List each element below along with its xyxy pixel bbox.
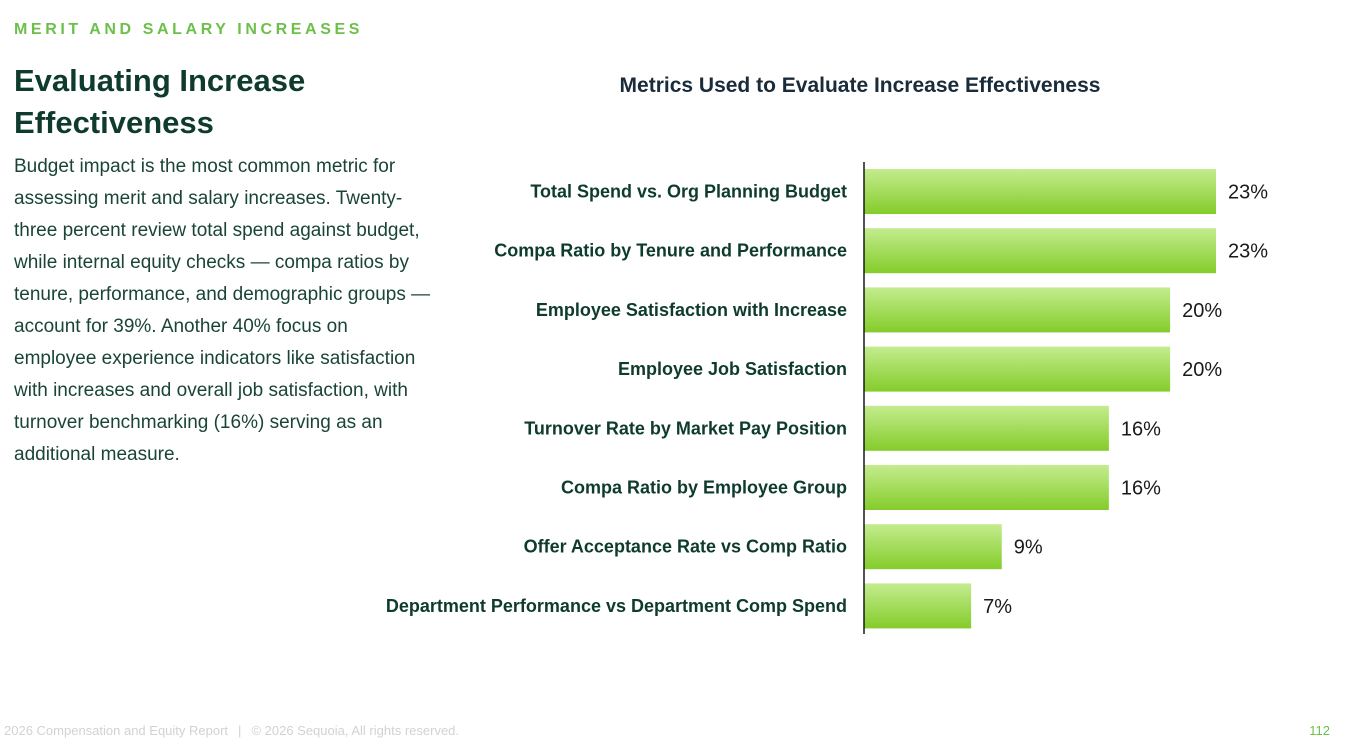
footer-separator: |: [238, 723, 242, 738]
value-label-4: 20%: [1182, 359, 1222, 381]
value-label-1: 23%: [1228, 182, 1268, 204]
bar-3: [864, 287, 1171, 333]
value-label-8: 7%: [983, 596, 1012, 618]
bars-group: Total Spend vs. Org Planning Budget 23% Co…: [386, 169, 1268, 629]
bar-8: [864, 583, 972, 629]
category-label-4: Employee Job Satisfaction: [618, 359, 847, 379]
body-paragraph: Budget impact is the most common metric …: [14, 156, 431, 465]
footer-copyright: © 2026 Sequoia, All rights reserved.: [251, 723, 460, 738]
category-label-1: Total Spend vs. Org Planning Budget: [530, 182, 847, 202]
bar-2: [864, 228, 1216, 274]
category-label-2: Compa Ratio by Tenure and Performance: [494, 241, 847, 261]
value-label-2: 23%: [1228, 241, 1268, 263]
bar-1: [864, 169, 1216, 214]
category-label-5: Turnover Rate by Market Pay Position: [524, 418, 847, 438]
footer: 2026 Compensation and Equity Report | © 20…: [4, 723, 459, 738]
page-title: Evaluating Increase Effectiveness: [14, 63, 306, 140]
value-label-5: 16%: [1121, 418, 1161, 440]
category-label-7: Offer Acceptance Rate vs Comp Ratio: [524, 537, 847, 557]
category-label-3: Employee Satisfaction with Increase: [536, 300, 847, 320]
bar-5: [864, 405, 1109, 451]
value-label-6: 16%: [1121, 478, 1161, 500]
section-kicker: MERIT AND SALARY INCREASES: [14, 21, 364, 38]
value-label-3: 20%: [1182, 300, 1222, 322]
page-number: 112: [1309, 723, 1330, 738]
footer-report: 2026 Compensation and Equity Report: [4, 723, 229, 738]
category-label-6: Compa Ratio by Employee Group: [561, 478, 847, 498]
chart-title: Metrics Used to Evaluate Increase Effect…: [619, 74, 1101, 97]
value-label-7: 9%: [1014, 537, 1043, 559]
bar-4: [864, 346, 1171, 392]
category-label-8: Department Performance vs Department Com…: [386, 596, 847, 616]
bar-7: [864, 524, 1002, 570]
bar-6: [864, 465, 1109, 510]
